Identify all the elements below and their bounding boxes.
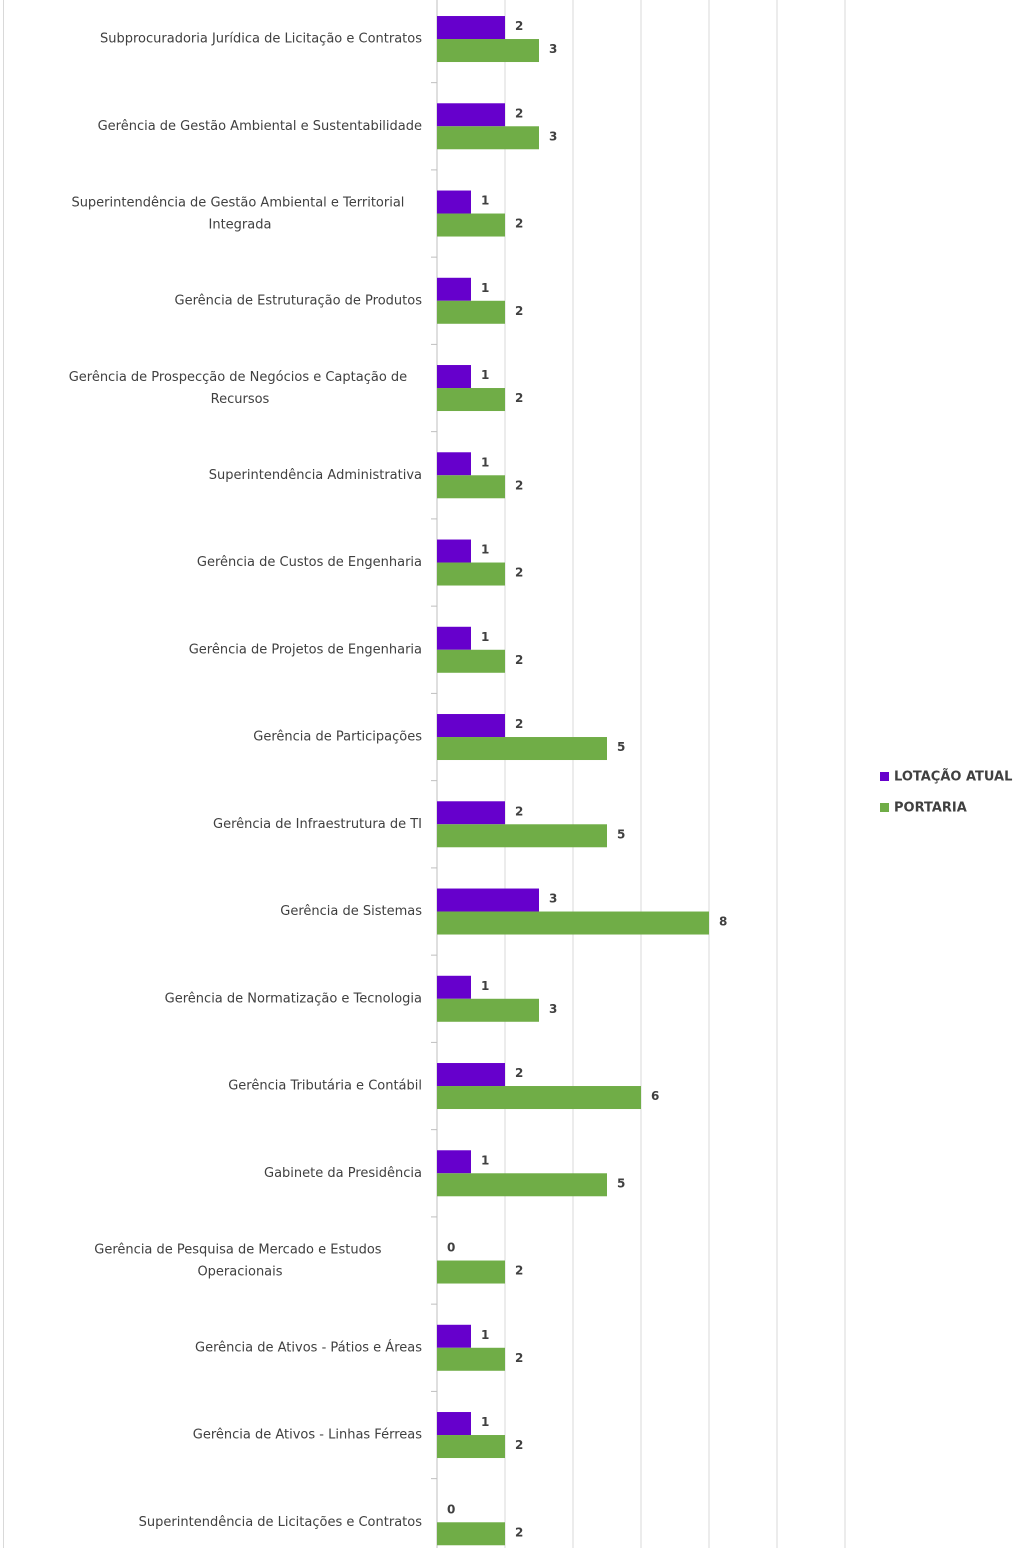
value-label: 3 bbox=[549, 129, 557, 143]
value-label: 1 bbox=[481, 1328, 489, 1342]
bar bbox=[437, 452, 471, 476]
value-label: 1 bbox=[481, 543, 489, 557]
label-line: Gerência de Prospecção de Negócios e Cap… bbox=[69, 370, 412, 385]
bar bbox=[437, 1522, 505, 1546]
label-line: Superintendência de Gestão Ambiental e T… bbox=[71, 195, 408, 210]
value-label: 3 bbox=[549, 892, 557, 906]
value-label: 2 bbox=[515, 717, 523, 731]
category-label: Gerência de Ativos - Linhas Férreas bbox=[193, 1428, 422, 1443]
value-label: 0 bbox=[447, 1502, 455, 1516]
bar bbox=[437, 1086, 641, 1110]
bar bbox=[437, 475, 505, 499]
value-label: 1 bbox=[481, 979, 489, 993]
bar bbox=[437, 649, 505, 673]
value-label: 1 bbox=[481, 455, 489, 469]
value-label: 3 bbox=[549, 42, 557, 56]
bar bbox=[437, 190, 471, 214]
category-label: Gerência de Participações bbox=[253, 730, 422, 745]
value-label: 1 bbox=[481, 281, 489, 295]
bar bbox=[437, 801, 505, 825]
bar bbox=[437, 824, 607, 848]
category-label: Superintendência Administrativa bbox=[209, 468, 422, 483]
bar bbox=[437, 213, 505, 237]
bar bbox=[437, 626, 471, 650]
bar bbox=[437, 714, 505, 738]
value-label: 2 bbox=[515, 1351, 523, 1365]
value-label: 2 bbox=[515, 1525, 523, 1539]
bar bbox=[437, 539, 471, 563]
legend-label: LOTAÇÃO ATUAL bbox=[894, 769, 1012, 785]
bar bbox=[437, 39, 539, 63]
category-label: Gerência de Custos de Engenharia bbox=[197, 555, 422, 570]
bar bbox=[437, 998, 539, 1022]
label-line: Operacionais bbox=[197, 1264, 282, 1279]
value-label: 0 bbox=[447, 1241, 455, 1255]
bar bbox=[437, 1435, 505, 1459]
value-label: 1 bbox=[481, 194, 489, 208]
bar bbox=[437, 1173, 607, 1197]
bar bbox=[437, 388, 505, 412]
value-label: 2 bbox=[515, 804, 523, 818]
value-label: 5 bbox=[617, 740, 625, 754]
category-label: Gerência de Prospecção de Negócios e Cap… bbox=[69, 370, 412, 407]
bar bbox=[437, 103, 505, 127]
bar bbox=[437, 16, 505, 40]
bar bbox=[437, 277, 471, 301]
value-label: 6 bbox=[651, 1089, 659, 1103]
legend-swatch bbox=[880, 803, 889, 812]
label-line: Recursos bbox=[211, 392, 270, 407]
category-label: Gerência de Ativos - Pátios e Áreas bbox=[195, 1339, 422, 1355]
category-label: Gerência de Projetos de Engenharia bbox=[189, 642, 422, 657]
value-label: 2 bbox=[515, 391, 523, 405]
category-label: Gerência de Gestão Ambiental e Sustentab… bbox=[98, 119, 422, 134]
value-label: 2 bbox=[515, 1438, 523, 1452]
value-label: 2 bbox=[515, 304, 523, 318]
value-label: 2 bbox=[515, 566, 523, 580]
value-label: 1 bbox=[481, 630, 489, 644]
value-label: 1 bbox=[481, 1415, 489, 1429]
category-label: Gabinete da Presidência bbox=[264, 1166, 422, 1181]
label-line: Integrada bbox=[209, 217, 272, 232]
bar bbox=[437, 888, 539, 912]
category-label: Gerência de Pesquisa de Mercado e Estudo… bbox=[94, 1242, 385, 1279]
bar bbox=[437, 1260, 505, 1284]
value-label: 1 bbox=[481, 368, 489, 382]
label-line: Gerência de Pesquisa de Mercado e Estudo… bbox=[94, 1242, 385, 1257]
legend-label: PORTARIA bbox=[894, 801, 967, 816]
bar bbox=[437, 126, 539, 150]
bar bbox=[437, 1347, 505, 1371]
value-label: 2 bbox=[515, 1264, 523, 1278]
category-label: Gerência Tributária e Contábil bbox=[228, 1079, 422, 1094]
category-label: Superintendência de Gestão Ambiental e T… bbox=[71, 195, 408, 232]
value-label: 2 bbox=[515, 653, 523, 667]
bar bbox=[437, 737, 607, 761]
bar bbox=[437, 1063, 505, 1087]
value-label: 2 bbox=[515, 106, 523, 120]
category-label: Superintendência de Licitações e Contrat… bbox=[139, 1515, 423, 1530]
bar bbox=[437, 1412, 471, 1436]
bar bbox=[437, 1324, 471, 1348]
category-label: Gerência de Sistemas bbox=[280, 904, 422, 919]
category-label: Gerência de Infraestrutura de TI bbox=[213, 817, 422, 832]
value-label: 2 bbox=[515, 1066, 523, 1080]
bar bbox=[437, 1150, 471, 1174]
value-label: 5 bbox=[617, 827, 625, 841]
value-label: 2 bbox=[515, 217, 523, 231]
bar bbox=[437, 975, 471, 999]
value-label: 8 bbox=[719, 915, 727, 929]
bar bbox=[437, 300, 505, 324]
value-label: 2 bbox=[515, 478, 523, 492]
value-label: 5 bbox=[617, 1176, 625, 1190]
category-label: Gerência de Normatização e Tecnologia bbox=[165, 991, 422, 1006]
bar bbox=[437, 562, 505, 586]
value-label: 1 bbox=[481, 1153, 489, 1167]
bar bbox=[437, 911, 709, 935]
bar bbox=[437, 365, 471, 389]
legend-swatch bbox=[880, 772, 889, 781]
value-label: 2 bbox=[515, 19, 523, 33]
category-label: Subprocuradoria Jurídica de Licitação e … bbox=[100, 32, 422, 47]
category-label: Gerência de Estruturação de Produtos bbox=[175, 293, 423, 308]
value-label: 3 bbox=[549, 1002, 557, 1016]
